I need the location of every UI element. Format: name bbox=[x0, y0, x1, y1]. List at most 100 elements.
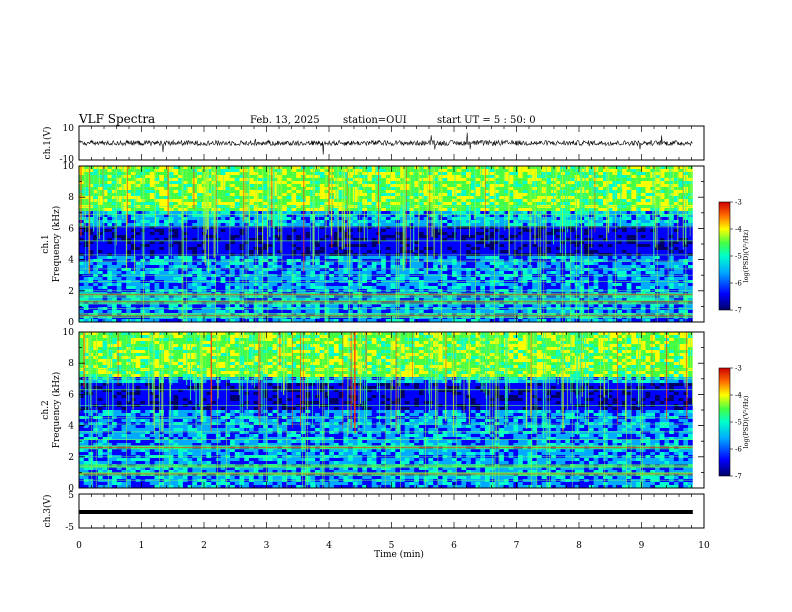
spectrogram-cell bbox=[414, 238, 420, 242]
spectrogram-cell bbox=[607, 184, 613, 188]
spectrogram-cell bbox=[305, 235, 311, 239]
spectrogram-cell bbox=[102, 181, 108, 185]
spectrogram-cell bbox=[277, 175, 283, 179]
spectrogram-cell bbox=[409, 220, 415, 224]
spectrogram-cell bbox=[215, 208, 222, 212]
spectrogram-cell bbox=[371, 193, 377, 197]
spectrogram-cell bbox=[499, 238, 505, 242]
spectrogram-cell bbox=[272, 196, 278, 200]
spectrogram-cell bbox=[688, 265, 694, 269]
spectrogram-cell bbox=[192, 217, 198, 221]
spectrogram-cell bbox=[239, 262, 245, 266]
spectrogram-cell bbox=[385, 229, 391, 233]
spectrogram-cell bbox=[187, 214, 193, 218]
spectrogram-cell bbox=[159, 166, 165, 170]
spectrogram-cell bbox=[584, 226, 590, 230]
spectrogram-cell bbox=[272, 229, 278, 233]
spectrogram-cell bbox=[503, 208, 510, 212]
spectrogram-cell bbox=[149, 232, 155, 236]
spectrogram-cell bbox=[418, 181, 425, 185]
spectrogram-cell bbox=[636, 190, 642, 194]
spectrogram-cell bbox=[154, 241, 160, 245]
spectrogram-cell bbox=[522, 181, 528, 185]
spectrogram-cell bbox=[282, 268, 288, 272]
spectrogram-cell bbox=[385, 202, 391, 206]
spectrogram-cell bbox=[206, 214, 212, 218]
spectrogram-cell bbox=[489, 166, 495, 170]
spectrogram-cell bbox=[225, 223, 231, 227]
spectrogram-cell bbox=[570, 256, 576, 260]
spectrogram-cell bbox=[192, 211, 198, 215]
spectrogram-cell bbox=[305, 187, 311, 191]
spectrogram-cell bbox=[163, 271, 170, 275]
spectrogram-cell bbox=[149, 268, 155, 272]
spectrogram-cell bbox=[404, 175, 410, 179]
spectrogram-cell bbox=[135, 238, 141, 242]
spectrogram-cell bbox=[513, 220, 519, 224]
spectrogram-cell bbox=[423, 247, 429, 251]
spectrogram-cell bbox=[513, 274, 519, 278]
spectrogram-cell bbox=[102, 226, 108, 230]
spectrogram-cell bbox=[508, 256, 514, 260]
spectrogram-cell bbox=[348, 244, 354, 248]
spectrogram-cell bbox=[107, 172, 113, 176]
spectrogram-cell bbox=[211, 265, 217, 269]
spectrogram-cell bbox=[234, 196, 240, 200]
spectrogram-cell bbox=[206, 274, 212, 278]
spectrogram-cell bbox=[220, 178, 226, 182]
spectrogram-cell bbox=[163, 193, 170, 197]
spectrogram-cell bbox=[541, 190, 547, 194]
spectrogram-cell bbox=[461, 244, 467, 248]
spectrogram-cell bbox=[503, 166, 510, 170]
spectrogram-cell bbox=[650, 241, 656, 245]
spectrogram-cell bbox=[206, 208, 212, 212]
spectrogram-cell bbox=[598, 229, 604, 233]
spectrogram-cell bbox=[588, 259, 594, 263]
spectrogram-cell bbox=[381, 235, 387, 239]
spectrogram-cell bbox=[258, 247, 264, 251]
spectrogram-cell bbox=[603, 211, 609, 215]
spectrogram-cell bbox=[433, 217, 439, 221]
spectrogram-cell bbox=[178, 211, 184, 215]
spectrogram-cell bbox=[518, 241, 524, 245]
spectrogram-cell bbox=[466, 247, 472, 251]
spectrogram-cell bbox=[83, 223, 89, 227]
spectrogram-cell bbox=[607, 268, 613, 272]
spectrogram-cell bbox=[551, 247, 557, 251]
spectrogram-cell bbox=[636, 175, 642, 179]
spectrogram-cell bbox=[258, 241, 264, 245]
spectrogram-cell bbox=[149, 220, 155, 224]
spectrogram-cell bbox=[192, 169, 198, 173]
spectrogram-cell bbox=[570, 250, 576, 254]
spectrogram-cell bbox=[282, 271, 288, 275]
spectrogram-cell bbox=[187, 208, 193, 212]
spectrogram-cell bbox=[348, 208, 354, 212]
spectrogram-cell bbox=[366, 193, 373, 197]
spectrogram-cell bbox=[631, 244, 637, 248]
spectrogram-cell bbox=[225, 220, 231, 224]
spectrogram-cell bbox=[433, 268, 439, 272]
spectrogram-cell bbox=[626, 232, 632, 236]
spectrogram-cell bbox=[357, 178, 363, 182]
spectrogram-cell bbox=[390, 172, 396, 176]
figure-title: VLF Spectra bbox=[78, 112, 155, 126]
spectrogram-cell bbox=[390, 202, 396, 206]
spectrogram-cell bbox=[664, 274, 670, 278]
spectrogram-cell bbox=[499, 223, 505, 227]
spectrogram-cell bbox=[626, 211, 632, 215]
spectrogram-cell bbox=[187, 262, 193, 266]
spectrogram-cell bbox=[617, 223, 623, 227]
spectrogram-cell bbox=[390, 220, 396, 224]
spectrogram-cell bbox=[239, 184, 245, 188]
spectrogram-cell bbox=[607, 193, 613, 197]
spectrogram-cell bbox=[163, 256, 170, 260]
spectrogram-cell bbox=[234, 202, 240, 206]
spectrogram-cell bbox=[248, 262, 255, 266]
spectrogram-cell bbox=[348, 211, 354, 215]
spectrogram-cell bbox=[659, 178, 665, 182]
spectrogram-cell bbox=[357, 184, 363, 188]
spectrogram-cell bbox=[93, 217, 99, 221]
spectrogram-cell bbox=[102, 202, 108, 206]
spectrogram-cell bbox=[329, 262, 335, 266]
spectrogram-cell bbox=[215, 262, 222, 266]
